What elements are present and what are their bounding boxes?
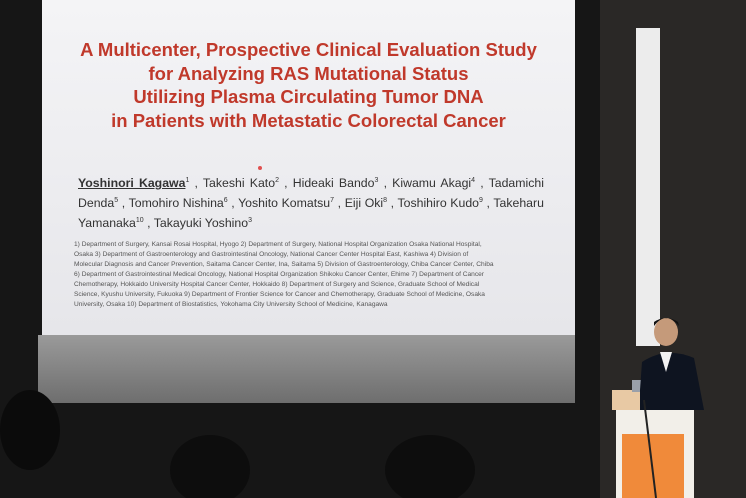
affiliation-line: 1) Department of Surgery, Kansai Rosai H… [74, 241, 482, 248]
presenter-mark [258, 166, 262, 170]
title-line: Utilizing Plasma Circulating Tumor DNA [133, 86, 484, 107]
author: Hideaki Bando3 [293, 176, 392, 190]
title-line: A Multicenter, Prospective Clinical Eval… [80, 39, 537, 60]
author-list: Yoshinori Kagawa1 Takeshi Kato2 Hideaki … [78, 172, 544, 232]
author-affiliation-number: 3 [248, 217, 252, 225]
author-name: Yoshito Komatsu [238, 196, 331, 211]
author-affiliation-number: 6 [223, 197, 228, 205]
author-affiliation-number: 1 [185, 177, 190, 184]
speaker-head [654, 318, 678, 346]
screen-bottom [38, 335, 575, 403]
author-affiliation-number: 9 [479, 197, 483, 205]
affiliation-line: 6) Department of Gastrointestinal Medica… [74, 271, 484, 278]
author: Toshihiro Kudo9 [397, 196, 493, 210]
affiliation-line: University, Osaka 10) Department of Bios… [74, 301, 388, 308]
author-affiliation-number: 4 [471, 177, 476, 184]
author-name: Yoshinori Kagawa [78, 176, 186, 191]
speaker-body [640, 352, 704, 410]
author-affiliation-number: 7 [330, 197, 335, 205]
author: Yoshito Komatsu7 [238, 196, 345, 210]
affiliation-line: Osaka 3) Department of Gastroenterology … [74, 251, 469, 258]
author-name: Hideaki Bando [292, 176, 375, 191]
audience-head [385, 435, 475, 498]
author-name: Takeshi Kato [202, 176, 276, 191]
author-name: Eiji Oki [344, 196, 384, 211]
author-name: Kiwamu Akagi [392, 176, 472, 191]
author-name: Tomohiro Nishina [128, 196, 224, 211]
author-name: Takayuki Yoshino [153, 216, 249, 231]
mic-stand [643, 399, 657, 498]
author-affiliation-number: 2 [275, 177, 279, 184]
affiliation-line: Molecular Diagnosis and Cancer Preventio… [74, 261, 494, 268]
author: Kiwamu Akagi4 [392, 176, 488, 190]
audience-head [170, 435, 250, 498]
author-name: Toshihiro Kudo [397, 196, 480, 211]
slide-screen [42, 0, 575, 335]
speaker-shirt [660, 352, 672, 372]
author: Eiji Oki8 [345, 196, 398, 210]
author-name: Tadamichi Denda [78, 176, 544, 211]
slide-title: A Multicenter, Prospective Clinical Eval… [42, 38, 575, 132]
speaker-hair [654, 318, 679, 326]
affiliation-line: Chemotherapy, Hokkaido University Hospit… [74, 281, 480, 288]
author-affiliation-number: 8 [383, 197, 388, 205]
author-affiliation-number: 5 [114, 197, 119, 205]
author: Tomohiro Nishina6 [129, 196, 239, 210]
author-name: Takeharu Yamanaka [78, 196, 544, 231]
author: Takayuki Yoshino3 [154, 216, 252, 230]
affiliations: 1) Department of Surgery, Kansai Rosai H… [74, 240, 549, 310]
title-line: in Patients with Metastatic Colorectal C… [111, 109, 506, 131]
author: Yoshinori Kagawa1 [78, 176, 203, 190]
title-line: for Analyzing RAS Mutational Status [148, 62, 469, 84]
affiliation-line: Science, Kyushu University, Fukuoka 9) D… [74, 291, 485, 298]
slide: A Multicenter, Prospective Clinical Eval… [42, 0, 575, 335]
side-screen [636, 28, 660, 346]
audience-head [0, 390, 60, 470]
author-affiliation-number: 3 [374, 177, 379, 184]
author-affiliation-number: 10 [135, 217, 144, 225]
author: Takeshi Kato2 [203, 176, 293, 190]
